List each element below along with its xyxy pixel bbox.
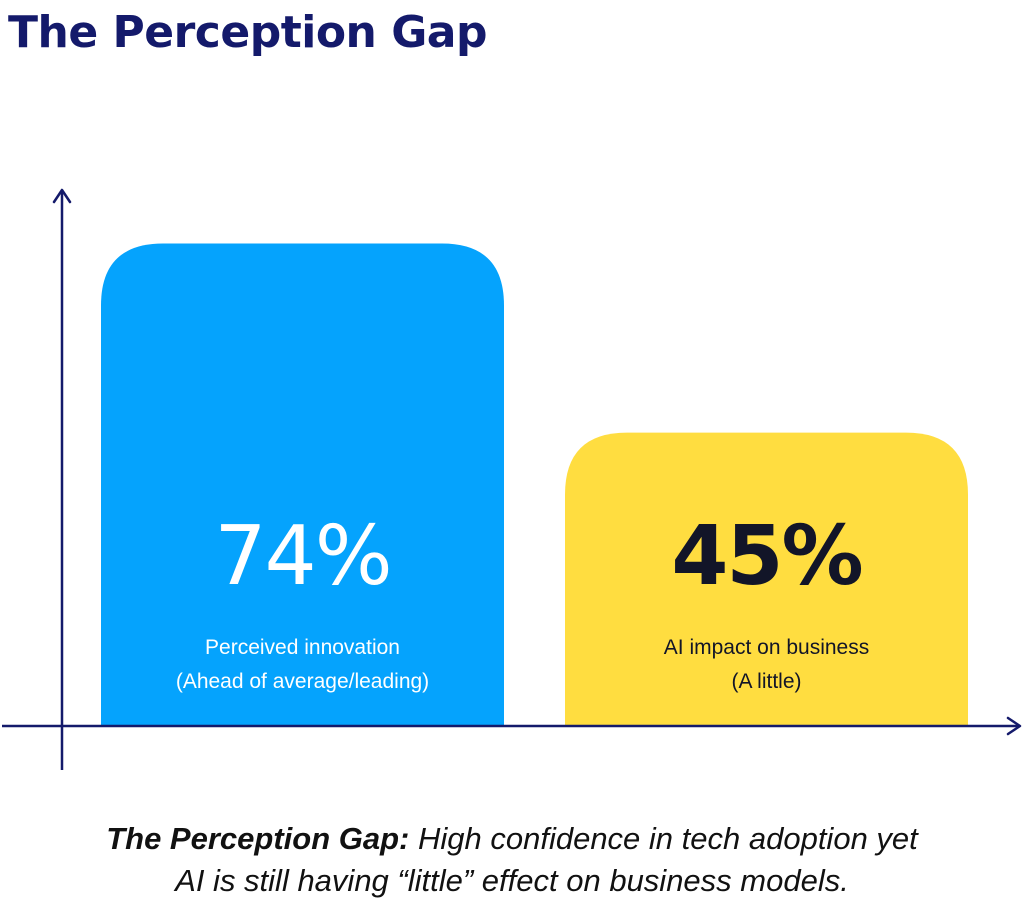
- bar-ai-impact-on-business: [565, 432, 968, 726]
- bar-label-perceived-innovation-line-2: (Ahead of average/leading): [176, 670, 429, 693]
- bar-label-perceived-innovation-line-1: Perceived innovation: [205, 636, 400, 659]
- labels-layer: 74% Perceived innovation (Ahead of average…: [176, 509, 869, 693]
- chart-caption: The Perception Gap: High confidence in t…: [0, 818, 1024, 902]
- caption-line-1: The Perception Gap: High confidence in t…: [0, 818, 1024, 860]
- axes: [2, 188, 1022, 770]
- bar-perceived-innovation: [101, 243, 504, 726]
- page-title: The Perception Gap: [8, 7, 488, 58]
- bar-chart: 74% Perceived innovation (Ahead of average…: [2, 188, 1022, 770]
- bars-layer: [101, 243, 968, 726]
- y-axis-arrow-icon: [52, 188, 72, 204]
- caption-lead: The Perception Gap:: [106, 821, 410, 856]
- bar-value-ai-impact-on-business: 45%: [671, 509, 861, 604]
- x-axis-arrow-icon: [1006, 716, 1022, 736]
- bar-label-ai-impact-on-business-line-2: (A little): [731, 670, 801, 693]
- bar-label-ai-impact-on-business-line-1: AI impact on business: [664, 636, 869, 659]
- caption-line-2: AI is still having “little” effect on bu…: [175, 863, 849, 898]
- bar-value-perceived-innovation: 74%: [214, 509, 390, 604]
- caption-line-1-text: High confidence in tech adoption yet: [409, 821, 918, 856]
